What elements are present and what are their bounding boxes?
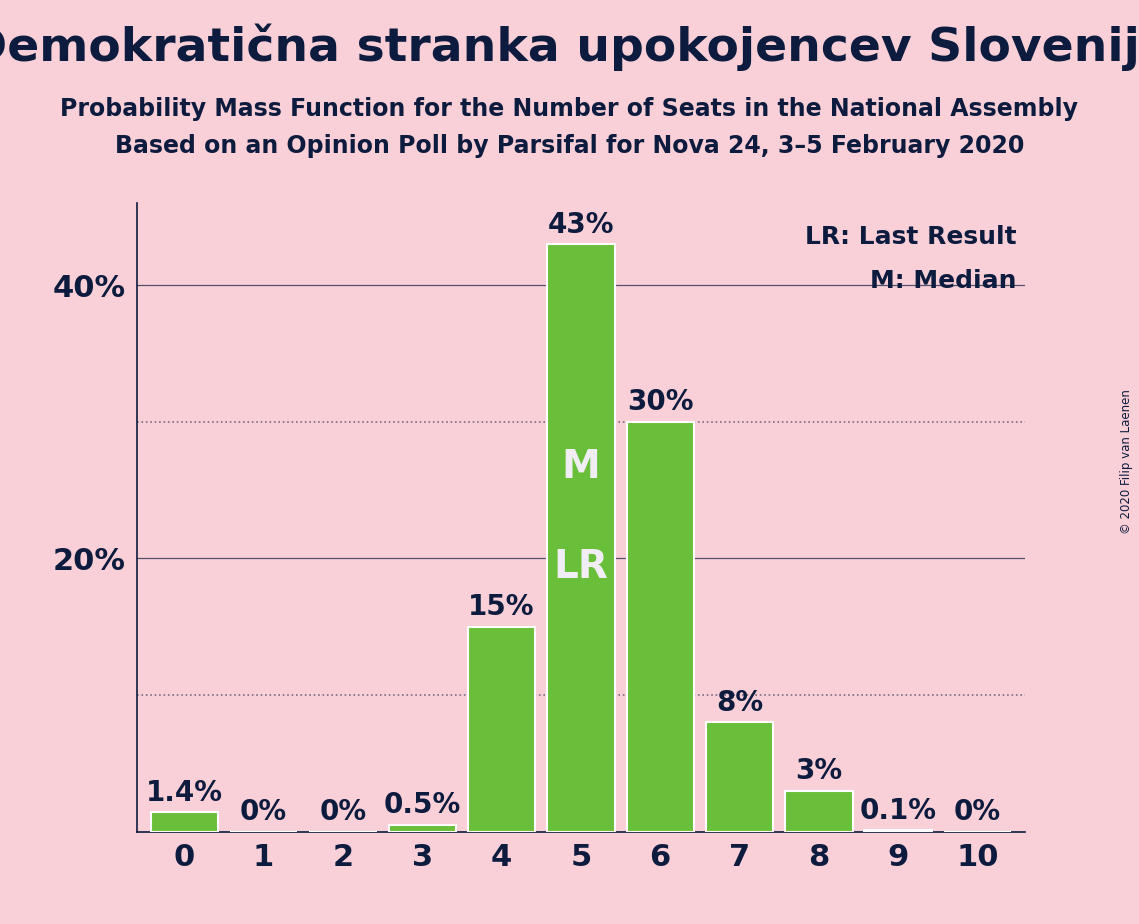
Text: LR: Last Result: LR: Last Result [804,225,1016,249]
Text: 0%: 0% [319,798,367,826]
Text: M: M [562,448,600,486]
Bar [468,626,535,832]
Text: LR: LR [554,548,608,587]
Text: 43%: 43% [548,211,614,238]
Bar [150,812,218,832]
Text: 15%: 15% [468,593,535,621]
Text: 0%: 0% [240,798,287,826]
Text: 8%: 8% [716,689,763,717]
Text: Probability Mass Function for the Number of Seats in the National Assembly: Probability Mass Function for the Number… [60,97,1079,121]
Text: M: Median: M: Median [870,269,1016,293]
Bar [785,791,853,832]
Text: 1.4%: 1.4% [146,779,223,807]
Bar [547,244,615,832]
Text: Demokratična stranka upokojencev Slovenije: Demokratična stranka upokojencev Sloveni… [0,23,1139,70]
Text: 0%: 0% [954,798,1001,826]
Bar [388,825,456,832]
Text: Based on an Opinion Poll by Parsifal for Nova 24, 3–5 February 2020: Based on an Opinion Poll by Parsifal for… [115,134,1024,158]
Bar [626,422,694,832]
Text: 0.1%: 0.1% [860,796,936,825]
Text: 30%: 30% [626,388,694,417]
Text: 3%: 3% [795,757,843,785]
Text: 0.5%: 0.5% [384,791,461,820]
Bar [865,831,932,832]
Text: © 2020 Filip van Laenen: © 2020 Filip van Laenen [1121,390,1133,534]
Bar [706,723,773,832]
